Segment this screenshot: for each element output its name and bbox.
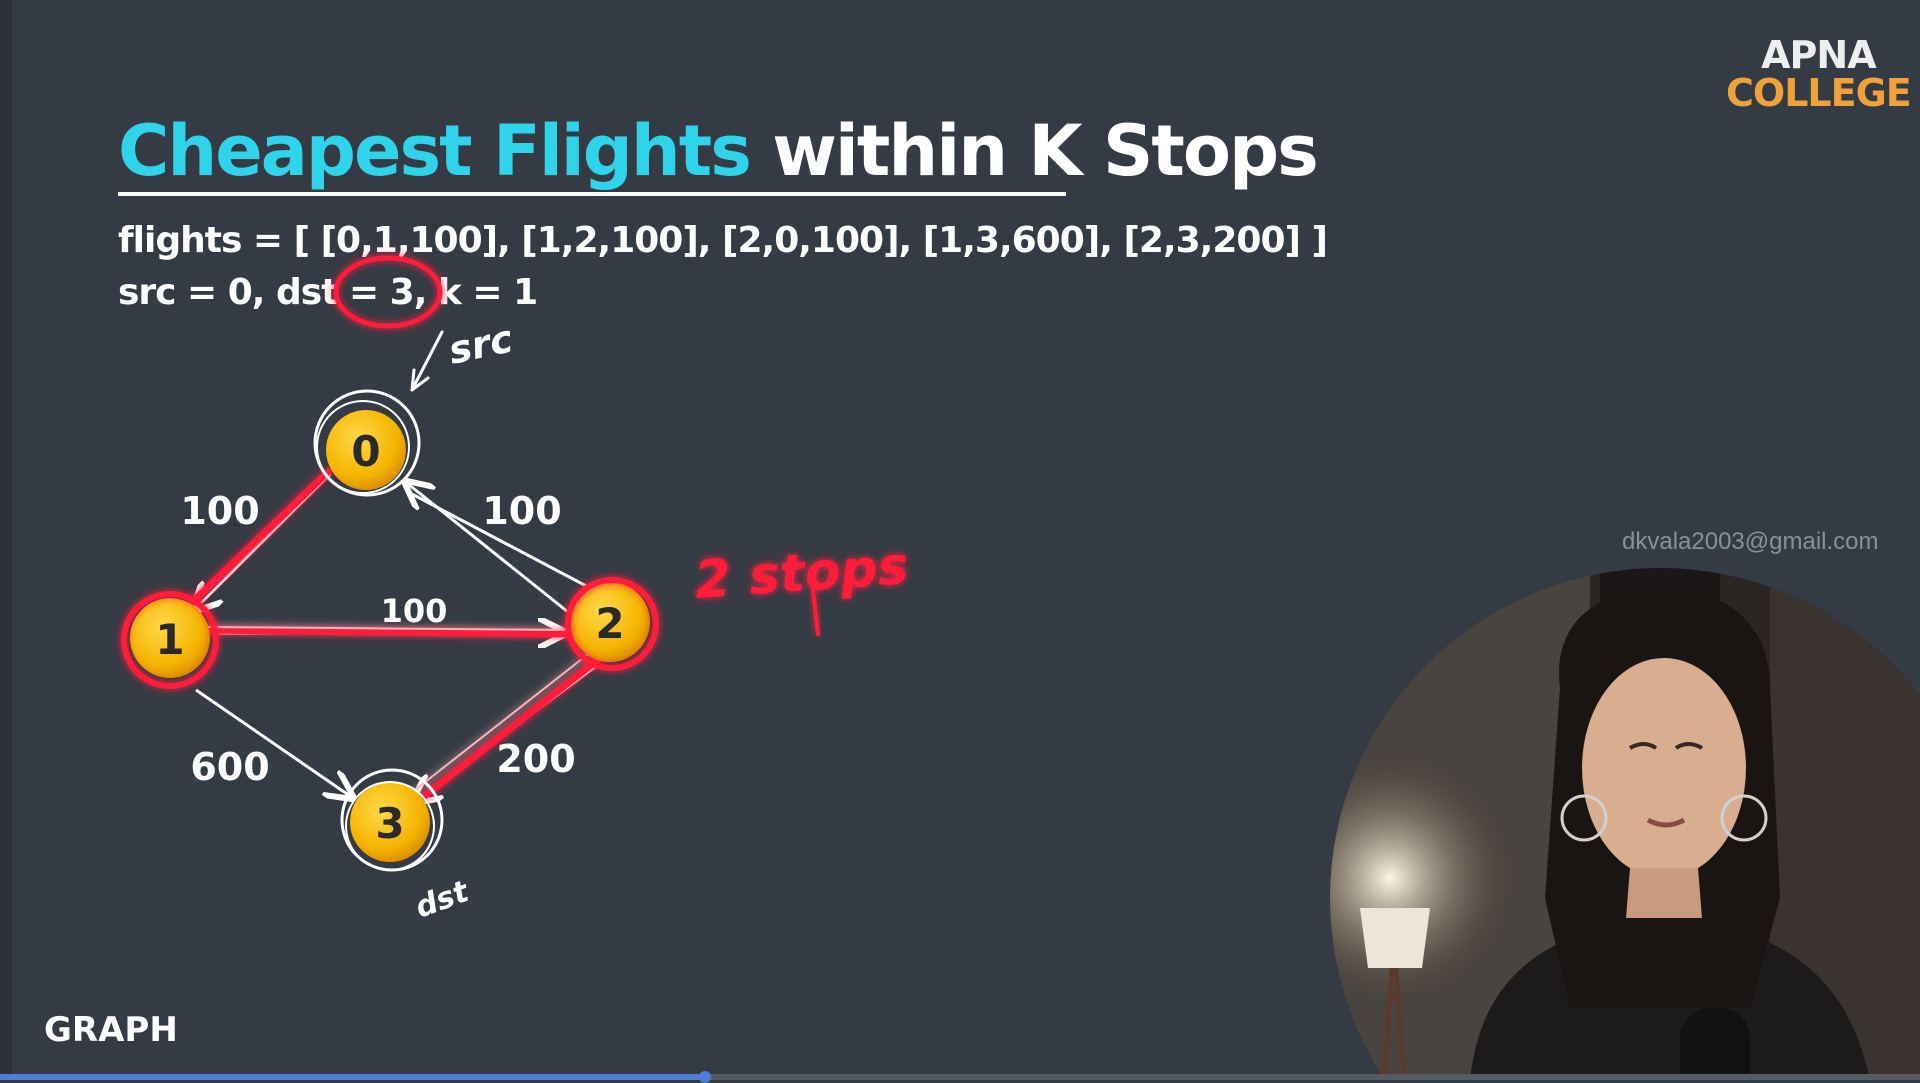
flights-array-line: flights = [ [0,1,100], [1,2,100], [2,0,1… bbox=[118, 220, 1328, 261]
presenter-webcam bbox=[1330, 568, 1920, 1080]
weight-0-1: 100 bbox=[180, 489, 259, 533]
highlight-edge-0-1 bbox=[174, 468, 332, 620]
k-highlight-circle bbox=[333, 255, 443, 329]
presenter-face bbox=[1582, 658, 1746, 878]
dst-annotation: dst bbox=[411, 874, 475, 926]
highlight-path bbox=[174, 468, 614, 824]
highlight-edge-2-3-core bbox=[391, 639, 607, 809]
edge-1-3 bbox=[195, 688, 350, 796]
title-underline bbox=[118, 192, 1066, 196]
highlight-edge-2-3 bbox=[390, 646, 614, 824]
microphone bbox=[1680, 1008, 1750, 1080]
video-progress-bar[interactable] bbox=[0, 1071, 1920, 1083]
logo-line-2: COLLEGE bbox=[1726, 71, 1912, 115]
stops-underline-stroke bbox=[810, 580, 820, 636]
weight-1-2: 100 bbox=[381, 592, 448, 630]
params-line: src = 0, dst = 3, k = 1 bbox=[118, 272, 538, 313]
node-1: 1 bbox=[121, 591, 219, 689]
node-2: 2 bbox=[565, 577, 659, 671]
earring-left bbox=[1560, 794, 1608, 842]
node-3: 3 bbox=[340, 768, 444, 872]
weight-2-3: 200 bbox=[496, 737, 575, 781]
presenter-mouth bbox=[1646, 817, 1686, 828]
title-highlight: Cheapest Flights bbox=[118, 110, 752, 192]
section-label: GRAPH bbox=[44, 1010, 178, 1050]
src-pointer-arrow bbox=[410, 330, 444, 392]
node-0: 0 bbox=[313, 389, 421, 497]
highlight-edge-1-2 bbox=[196, 626, 580, 638]
node-0-label: 0 bbox=[351, 427, 380, 476]
left-edge-strip bbox=[0, 0, 12, 1080]
highlight-edge-1-2-core bbox=[203, 626, 575, 631]
weight-1-3: 600 bbox=[190, 745, 269, 789]
edge-2-0-shaft bbox=[409, 491, 591, 590]
email-watermark: dkvala2003@gmail.com bbox=[1622, 528, 1879, 555]
progress-fill bbox=[0, 1074, 705, 1080]
earring-right bbox=[1720, 794, 1768, 842]
title-rest: within K Stops bbox=[749, 110, 1319, 192]
stops-annotation: 2 stops bbox=[693, 536, 911, 611]
slide-title: Cheapest Flights within K Stops bbox=[118, 110, 1319, 192]
logo-line-1: APNA bbox=[1761, 33, 1876, 77]
progress-scrubber[interactable] bbox=[699, 1071, 711, 1083]
presenter-neck bbox=[1626, 868, 1702, 918]
apna-college-logo: APNA COLLEGE bbox=[1726, 33, 1912, 115]
node-2-label: 2 bbox=[595, 599, 624, 648]
lamp-stand bbox=[1381, 967, 1407, 1080]
presenter-eyes bbox=[1629, 742, 1703, 750]
node-3-label: 3 bbox=[375, 799, 404, 848]
lamp-glow bbox=[1330, 758, 1510, 998]
lamp-shade bbox=[1360, 908, 1430, 968]
weight-2-0: 100 bbox=[482, 489, 561, 533]
node-1-label: 1 bbox=[155, 615, 184, 664]
src-annotation: src bbox=[445, 316, 517, 372]
